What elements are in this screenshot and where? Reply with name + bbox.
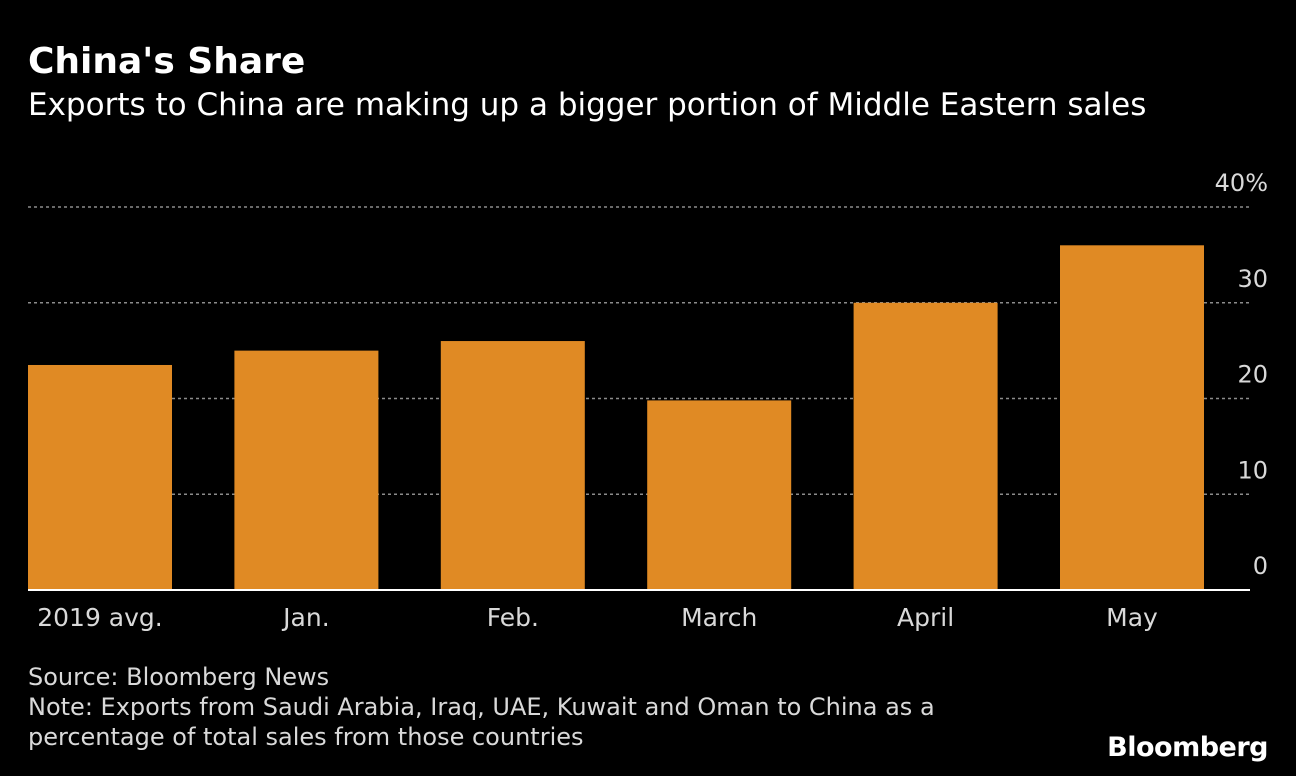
x-axis-tick-labels: 2019 avg. Jan. Feb. March April May xyxy=(37,603,1158,632)
y-tick-label-10: 10 xyxy=(1237,456,1268,484)
note-text-line-2: percentage of total sales from those cou… xyxy=(28,723,584,751)
bar-march xyxy=(647,400,792,590)
x-tick-label: March xyxy=(681,603,757,632)
y-tick-label-0: 0 xyxy=(1253,552,1268,580)
chart-subtitle: Exports to China are making up a bigger … xyxy=(28,87,1147,123)
x-tick-label: Feb. xyxy=(487,603,539,632)
x-tick-label: Jan. xyxy=(281,603,329,632)
y-tick-label-20: 20 xyxy=(1237,361,1268,389)
bloomberg-logo: Bloomberg xyxy=(1107,732,1268,763)
bar-feb xyxy=(440,341,585,590)
y-tick-label-30: 30 xyxy=(1237,265,1268,293)
x-tick-label: April xyxy=(897,603,954,632)
bar-april xyxy=(853,302,998,590)
x-tick-label: May xyxy=(1106,603,1158,632)
bar-may xyxy=(1060,245,1204,591)
y-axis-tick-labels: 0 10 20 30 40% xyxy=(1215,169,1268,580)
chart-title: China's Share xyxy=(28,41,306,82)
y-tick-label-40: 40% xyxy=(1215,169,1268,197)
bar-2019-avg xyxy=(28,364,172,590)
bars xyxy=(28,245,1204,591)
footer: Source: Bloomberg News Note: Exports fro… xyxy=(28,662,935,752)
note-text-line-1: Note: Exports from Saudi Arabia, Iraq, U… xyxy=(28,693,935,721)
source-text: Source: Bloomberg News xyxy=(28,663,330,691)
bar-jan xyxy=(234,350,379,590)
x-tick-label: 2019 avg. xyxy=(37,603,163,632)
